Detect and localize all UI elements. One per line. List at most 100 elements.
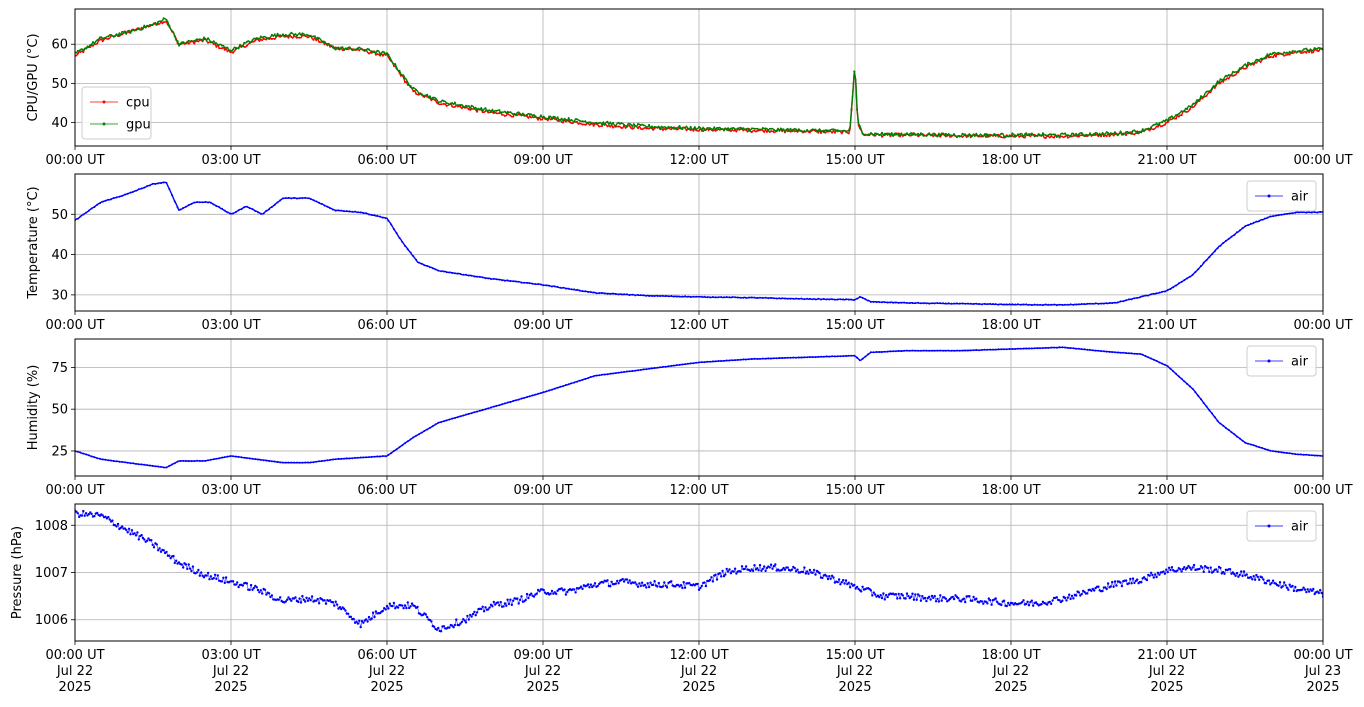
air-point: [928, 302, 931, 305]
air-point: [1068, 593, 1071, 596]
air-point: [392, 601, 396, 605]
x-tick-label: 18:00 UT: [981, 483, 1040, 498]
air-point: [501, 403, 504, 406]
air-point: [1133, 581, 1136, 585]
cpu-point: [598, 125, 601, 128]
air-point: [110, 198, 113, 201]
air-point: [162, 549, 165, 552]
air-point: [1277, 584, 1280, 587]
cpu-point: [212, 43, 215, 45]
gpu-point: [168, 25, 171, 28]
air-point: [897, 350, 900, 352]
air-point: [1167, 566, 1171, 569]
air-point: [1097, 585, 1100, 588]
air-point: [717, 296, 720, 299]
air-point: [1306, 588, 1309, 591]
air-point: [753, 564, 756, 567]
gpu-point: [576, 118, 578, 121]
air-point: [931, 302, 933, 305]
air-point: [714, 360, 717, 363]
air-point: [878, 351, 881, 353]
air-point: [140, 187, 143, 190]
air-point: [539, 283, 542, 286]
air-point: [395, 232, 398, 235]
air-point: [903, 349, 906, 352]
air-point: [1111, 351, 1114, 354]
air-point: [682, 581, 685, 584]
x-tick-label: 03:00 UT: [201, 648, 260, 663]
air-point: [858, 295, 861, 298]
air-point: [503, 279, 506, 282]
air-point: [576, 380, 578, 383]
air-point: [1003, 303, 1006, 306]
air-point: [769, 563, 773, 566]
gpu-point: [700, 129, 703, 131]
gpu-point: [1041, 132, 1044, 135]
air-point: [944, 349, 947, 352]
air-point: [637, 369, 639, 372]
air-point: [614, 293, 617, 295]
air-point: [1005, 303, 1008, 306]
gpu-point: [1086, 134, 1089, 137]
air-point: [101, 458, 104, 461]
air-point: [842, 578, 845, 582]
gpu-point: [282, 33, 284, 36]
air-point: [997, 348, 1000, 351]
air-point: [287, 596, 290, 599]
air-point: [612, 292, 614, 295]
air-point: [104, 515, 107, 518]
air-point: [262, 459, 265, 462]
gpu-point: [1224, 74, 1227, 77]
cpu-point: [1061, 135, 1064, 138]
air-point: [1172, 370, 1175, 373]
gpu-point: [465, 104, 467, 107]
gpu-point: [1008, 135, 1011, 138]
air-point: [1236, 435, 1238, 438]
air-point: [432, 625, 436, 628]
air-point: [869, 589, 873, 592]
air-point: [1053, 346, 1055, 349]
air-point: [80, 514, 84, 517]
air-point: [182, 207, 185, 209]
air-point: [795, 297, 798, 300]
air-point: [972, 595, 975, 599]
air-point: [699, 586, 702, 590]
cpu-point: [1272, 56, 1275, 59]
air-point: [631, 293, 634, 296]
air-point: [201, 459, 204, 462]
gpu-point: [770, 127, 773, 130]
air-point: [1216, 419, 1219, 422]
gpu-point: [243, 41, 246, 44]
air-point: [141, 536, 145, 540]
air-point: [462, 273, 465, 276]
gpu-point: [262, 35, 265, 38]
air-point: [574, 591, 577, 594]
air-point: [847, 581, 850, 584]
cpu-point: [470, 107, 473, 110]
air-point: [1109, 585, 1113, 588]
air-point: [1206, 566, 1210, 570]
air-point: [555, 592, 558, 596]
gpu-point: [1252, 62, 1255, 65]
cpu-point: [670, 128, 673, 131]
air-point: [315, 200, 318, 203]
air-point: [415, 434, 418, 437]
air-point: [1101, 589, 1104, 593]
air-point: [1170, 566, 1174, 569]
gpu-point: [578, 119, 581, 122]
gpu-point: [711, 128, 714, 131]
air-point: [625, 578, 629, 581]
air-point: [481, 409, 484, 411]
air-point: [417, 261, 420, 264]
gpu-point: [212, 40, 215, 43]
gpu-point: [955, 135, 958, 138]
air-point: [614, 582, 617, 585]
air-point: [495, 404, 498, 407]
air-point: [1151, 573, 1154, 577]
air-point: [1161, 290, 1164, 293]
gpu-point: [1047, 134, 1050, 137]
air-point: [366, 620, 369, 623]
air-point: [157, 182, 160, 185]
air-point: [1190, 568, 1193, 571]
gpu-point: [1100, 134, 1103, 137]
